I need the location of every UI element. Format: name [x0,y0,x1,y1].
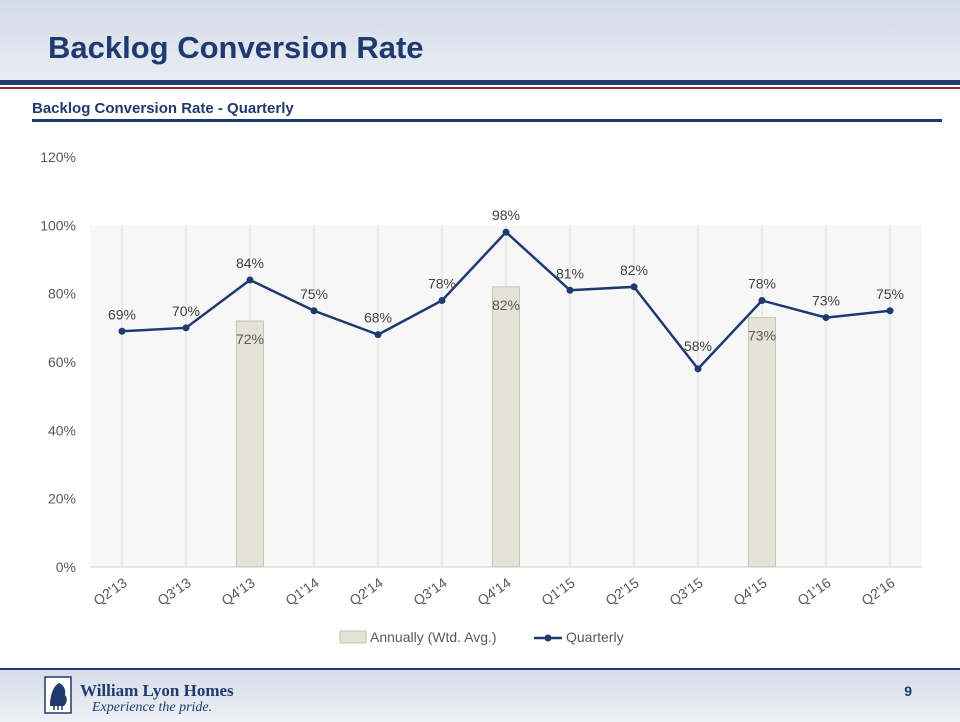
title-rule-red [0,87,960,89]
quarterly-point-8 [630,283,638,291]
quarterly-data-label: 98% [492,207,520,223]
legend-label-annual: Annually (Wtd. Avg.) [370,629,497,645]
x-tick-label: Q2'14 [346,574,386,608]
backlog-conversion-chart: 0% 20% 40% 60% 80% 100% 120% 69% 70% 84% 75% 68% 78%… [40,149,922,645]
annual-data-label: 72% [236,331,264,347]
x-tick-label: Q4'13 [218,574,258,608]
annual-data-label: 82% [492,297,520,313]
quarterly-point-11 [822,314,830,322]
bar-2 [236,320,264,568]
x-tick-label: Q2'15 [602,574,642,608]
x-tick-label: Q2'16 [858,574,898,608]
x-tick-label: Q3'13 [154,574,194,608]
y-tick-label: 20% [48,491,76,507]
lion-logo-icon [44,676,72,714]
footer-bar [0,668,960,722]
y-tick-label: 0% [56,559,76,575]
x-tick-label: Q4'14 [474,574,514,608]
slide-title: Backlog Conversion Rate [48,30,424,65]
quarterly-data-label: 75% [876,286,904,302]
y-tick-label: 80% [48,286,76,302]
y-tick-label: 40% [48,422,76,438]
quarterly-point-9 [694,365,702,373]
x-tick-label: Q3'14 [410,574,450,608]
quarterly-point-0 [118,327,126,335]
quarterly-point-4 [374,331,382,339]
quarterly-data-label: 82% [620,262,648,278]
x-tick-label: Q1'15 [538,574,578,608]
legend-label-quarterly: Quarterly [566,629,624,645]
x-tick-label: Q1'14 [282,574,322,608]
legend-bar-swatch [339,630,367,644]
x-tick-label: Q4'15 [730,574,770,608]
y-tick-label: 100% [40,217,76,233]
legend-line-marker [544,634,552,642]
company-tagline: Experience the pride. [92,700,213,715]
quarterly-point-3 [310,307,318,315]
quarterly-data-label: 69% [108,306,136,322]
x-tick-label: Q1'16 [794,574,834,608]
quarterly-point-6 [502,228,510,236]
quarterly-data-label: 78% [748,276,776,292]
quarterly-data-label: 75% [300,286,328,302]
quarterly-point-1 [182,324,190,332]
annual-data-label: 73% [748,328,776,344]
quarterly-data-label: 78% [428,276,456,292]
quarterly-data-label: 84% [236,255,264,271]
chart-heading-rule [32,119,942,122]
page-number: 9 [904,683,912,699]
quarterly-point-2 [246,276,254,284]
quarterly-data-label: 73% [812,293,840,309]
x-tick-label: Q3'15 [666,574,706,608]
quarterly-data-label: 58% [684,338,712,354]
company-name: William Lyon Homes [80,681,234,700]
quarterly-data-label: 68% [364,310,392,326]
x-tick-label: Q2'13 [90,574,130,608]
quarterly-point-5 [438,297,446,304]
quarterly-data-label: 81% [556,265,584,281]
title-rule-blue [0,80,960,85]
quarterly-point-7 [566,286,574,294]
bar-10 [748,317,776,568]
y-tick-label: 120% [40,149,76,165]
quarterly-point-12 [886,307,894,315]
quarterly-data-label: 70% [172,303,200,319]
quarterly-point-10 [758,297,766,304]
y-tick-label: 60% [48,354,76,370]
chart-heading: Backlog Conversion Rate - Quarterly [32,100,294,117]
title-banner [0,0,960,80]
bar-6 [492,286,520,568]
